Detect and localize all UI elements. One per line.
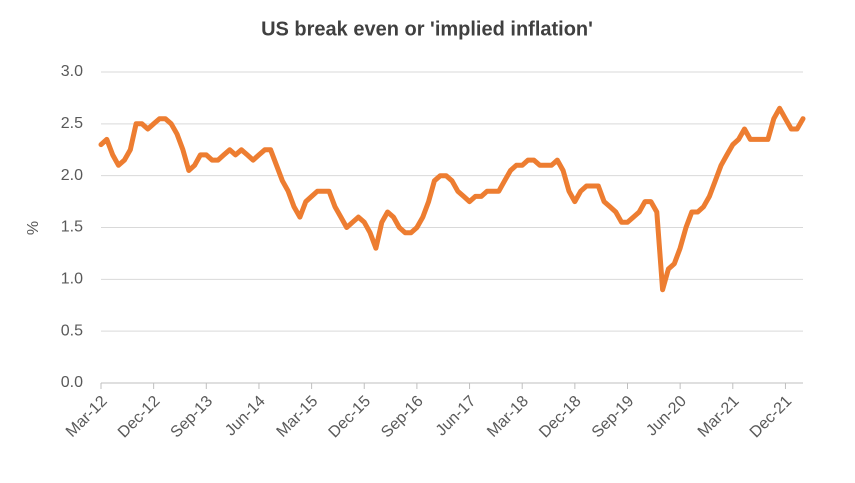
y-tick-label: 0.5 — [61, 322, 83, 339]
x-tick-label: Mar-18 — [484, 393, 532, 441]
x-tick-label: Mar-12 — [63, 393, 111, 441]
y-tick-label: 2.0 — [61, 167, 83, 184]
y-tick-label: 0.0 — [61, 374, 83, 391]
y-axis-label: % — [25, 221, 42, 235]
x-tick-label: Sep-19 — [589, 393, 638, 442]
x-tick-label: Dec-12 — [115, 393, 164, 442]
y-tick-label: 2.5 — [61, 115, 83, 132]
x-tick-label: Mar-15 — [274, 393, 322, 441]
y-tick-label: 3.0 — [61, 63, 83, 80]
chart-title: US break even or 'implied inflation' — [261, 18, 593, 40]
data-line — [98, 105, 806, 293]
x-tick-label: Dec-18 — [536, 393, 585, 442]
x-tick-label: Jun-20 — [643, 393, 690, 440]
y-tick-label: 1.5 — [61, 219, 83, 236]
x-tick-label: Jun-17 — [433, 393, 480, 440]
y-tick-label: 1.0 — [61, 271, 83, 288]
x-tick-label: Sep-16 — [378, 393, 427, 442]
x-tick-label: Jun-14 — [222, 393, 269, 440]
x-tick-label: Mar-21 — [695, 393, 743, 441]
x-tick-label: Sep-13 — [168, 393, 217, 442]
x-tick-label: Dec-15 — [326, 393, 375, 442]
x-tick-label: Dec-21 — [747, 393, 796, 442]
